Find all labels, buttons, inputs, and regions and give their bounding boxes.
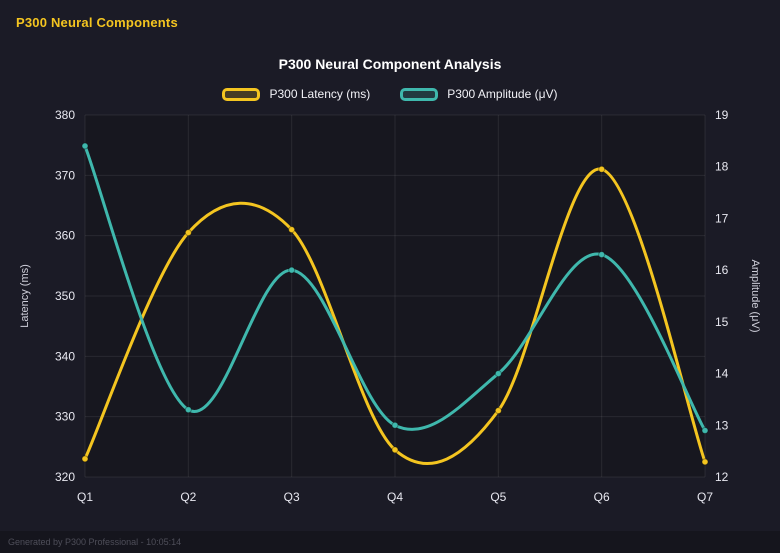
right-axis-tick-label: 19 (715, 108, 729, 122)
data-point-marker (494, 370, 502, 378)
legend-item[interactable]: P300 Latency (ms) (222, 87, 370, 101)
left-axis-tick-label: 340 (55, 349, 75, 363)
legend-swatch (400, 87, 439, 101)
data-point-marker (184, 406, 192, 414)
data-point-marker (288, 226, 296, 234)
x-axis-tick-label: Q3 (284, 490, 300, 504)
right-axis-title: Amplitude (μV) (749, 260, 761, 333)
right-axis-tick-label: 18 (715, 160, 729, 174)
left-axis-title: Latency (ms) (19, 264, 31, 328)
page-header: P300 Neural Components (0, 0, 780, 32)
right-axis-tick-label: 14 (715, 367, 729, 381)
footer-text: Generated by P300 Professional - 10:05:1… (8, 537, 182, 547)
left-axis-tick-label: 380 (55, 108, 75, 122)
right-axis-tick-label: 15 (715, 315, 729, 329)
chart-plot: Latency (ms) Amplitude (μV) 320 330 340 350… (19, 108, 761, 504)
left-axis-tick-label: 330 (55, 410, 75, 424)
x-axis-tick-label: Q6 (594, 490, 610, 504)
data-point-marker (81, 455, 89, 463)
data-point-marker (184, 229, 192, 237)
legend-label: P300 Latency (ms) (269, 87, 371, 101)
data-point-marker (598, 251, 606, 259)
data-point-marker (81, 142, 89, 150)
x-axis-tick-label: Q5 (490, 490, 506, 504)
left-axis-tick-label: 360 (55, 229, 75, 243)
left-axis-tick-label: 320 (55, 470, 75, 484)
x-axis-tick-label: Q7 (697, 490, 713, 504)
left-axis-tick-label: 370 (55, 168, 75, 182)
left-axis-tick-label: 350 (55, 289, 75, 303)
data-point-marker (391, 446, 399, 454)
x-axis-tick-label: Q4 (387, 490, 403, 504)
page-title: P300 Neural Components (16, 15, 178, 30)
data-point-marker (288, 266, 296, 274)
data-point-marker (701, 426, 709, 434)
right-axis-tick-label: 12 (715, 470, 729, 484)
x-axis-tick-label: Q1 (77, 490, 93, 504)
chart-legend: P300 Latency (ms) P300 Amplitude (μV) (0, 85, 780, 103)
legend-item[interactable]: P300 Amplitude (μV) (400, 87, 558, 101)
plot-background (85, 115, 705, 477)
legend-label: P300 Amplitude (μV) (447, 87, 558, 101)
chart-title: P300 Neural Component Analysis (278, 56, 502, 72)
right-axis-tick-label: 16 (715, 263, 729, 277)
x-axis-tick-label: Q2 (180, 490, 196, 504)
legend-swatch (222, 87, 261, 101)
data-point-marker (494, 407, 502, 415)
right-axis-tick-label: 17 (715, 211, 729, 225)
right-axis-tick-label: 13 (715, 418, 729, 432)
status-bar: Generated by P300 Professional - 10:05:1… (0, 531, 780, 553)
data-point-marker (391, 421, 399, 429)
data-point-marker (701, 458, 709, 466)
data-point-marker (598, 165, 606, 173)
